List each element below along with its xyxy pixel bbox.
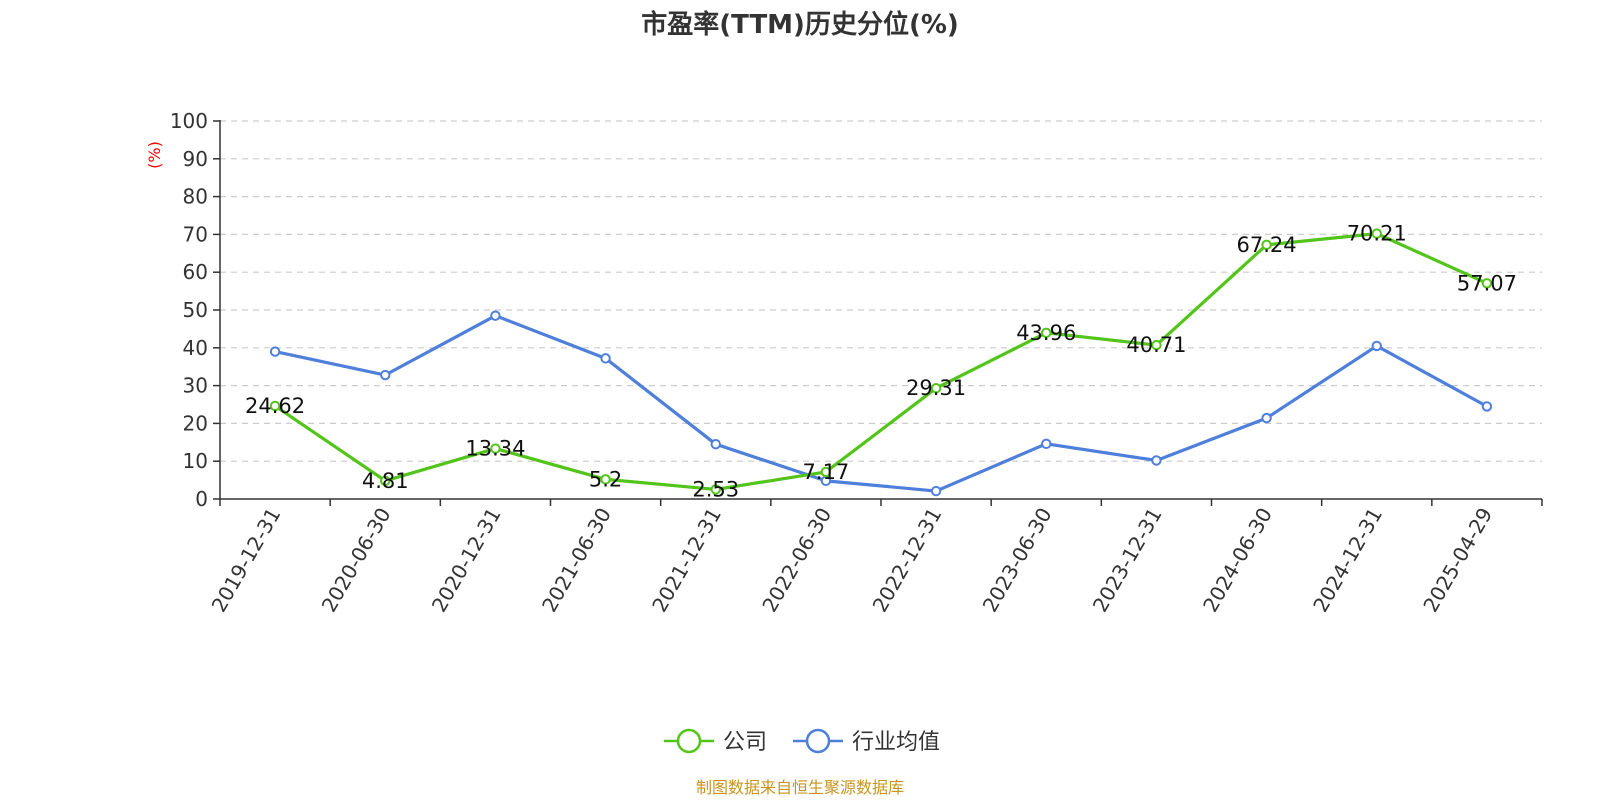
data-point[interactable]	[1151, 339, 1162, 351]
source-note: 制图数据来自恒生聚源数据库	[696, 778, 904, 797]
data-point[interactable]	[1261, 412, 1272, 424]
data-point[interactable]	[710, 484, 721, 495]
data-label: 29.31	[906, 376, 966, 400]
data-point[interactable]	[600, 353, 611, 364]
data-label: 70.21	[1347, 222, 1407, 246]
data-point[interactable]	[710, 438, 721, 450]
series-line-1	[274, 314, 1488, 493]
series-layer	[269, 228, 1493, 497]
data-point[interactable]	[1151, 455, 1162, 466]
data-label: 2.53	[692, 477, 739, 501]
series-line-0	[274, 232, 1488, 492]
data-label: 43.96	[1016, 321, 1076, 345]
y-tick-label: 10	[183, 449, 208, 473]
data-point[interactable]	[1261, 239, 1272, 251]
data-label: 5.2	[589, 467, 622, 491]
y-tick-label: 50	[183, 298, 208, 322]
y-tick-label: 100	[170, 109, 208, 133]
x-tick-label: 2019-12-31	[207, 504, 286, 617]
y-tick-label: 70	[183, 222, 208, 246]
data-label: 4.81	[362, 469, 409, 493]
data-label: 57.07	[1457, 271, 1517, 295]
y-tick-label: 0	[195, 487, 208, 511]
grid-lines	[220, 120, 1542, 462]
data-label: 67.24	[1237, 233, 1297, 257]
legend-label: 公司	[723, 730, 767, 755]
x-tick-label: 2023-06-30	[978, 504, 1057, 617]
x-tick-label: 2020-12-31	[427, 503, 506, 616]
axes: 0 10 20 30 40 50 60 70 80 90 100 2019-12-31 2020-06-…	[170, 109, 1543, 617]
y-tick-label: 90	[183, 147, 208, 171]
data-point[interactable]	[1041, 327, 1052, 339]
data-point[interactable]	[490, 310, 501, 321]
x-tick-label: 2023-12-31	[1088, 504, 1167, 617]
y-tick-label: 30	[183, 374, 208, 398]
data-point[interactable]	[820, 466, 832, 478]
legend-marker	[805, 728, 831, 754]
x-tick-label: 2024-12-31	[1308, 504, 1387, 617]
data-point[interactable]	[490, 443, 501, 454]
x-tick-label: 2020-06-30	[317, 504, 396, 617]
data-label: 24.62	[245, 394, 305, 418]
data-label: 40.71	[1126, 333, 1186, 357]
data-point[interactable]	[1481, 401, 1493, 412]
data-point[interactable]	[1041, 438, 1052, 450]
data-point[interactable]	[600, 474, 611, 485]
y-tick-label: 20	[183, 411, 208, 435]
data-point[interactable]	[930, 383, 942, 394]
data-point[interactable]	[930, 485, 942, 497]
x-tick-label: 2021-12-31	[647, 504, 726, 617]
x-tick-label: 2025-04-29	[1418, 504, 1497, 617]
data-point[interactable]	[269, 346, 281, 357]
data-point[interactable]	[1481, 278, 1493, 289]
data-point[interactable]	[380, 475, 391, 487]
legend-item-0[interactable]: 公司	[664, 728, 767, 755]
x-tick-label: 2021-06-30	[537, 504, 616, 617]
y-tick-label: 40	[183, 336, 208, 360]
data-point[interactable]	[1371, 228, 1382, 239]
data-label: 7.17	[803, 460, 850, 484]
x-tick-label: 2022-12-31	[868, 503, 947, 616]
legend-label: 行业均值	[852, 730, 940, 755]
x-tick-label: 2024-06-30	[1198, 504, 1277, 617]
data-point[interactable]	[269, 400, 281, 412]
chart-title: 市盈率(TTM)历史分位(%)	[641, 9, 959, 40]
data-point[interactable]	[380, 369, 391, 381]
legend-marker	[676, 728, 702, 754]
legend-item-1[interactable]: 行业均值	[793, 728, 940, 755]
y-tick-label: 80	[183, 185, 208, 209]
data-point[interactable]	[1371, 340, 1382, 352]
legend[interactable]: 公司 行业均值	[664, 728, 940, 755]
x-tick-label: 2022-06-30	[757, 504, 836, 617]
y-tick-label: 60	[183, 260, 208, 284]
y-axis-unit: (%)	[145, 141, 164, 169]
data-label: 13.34	[465, 437, 525, 461]
data-labels: 24.62 4.81 13.34 5.2 2.53 7.17 29.31 43.96 40.71…	[245, 222, 1517, 502]
